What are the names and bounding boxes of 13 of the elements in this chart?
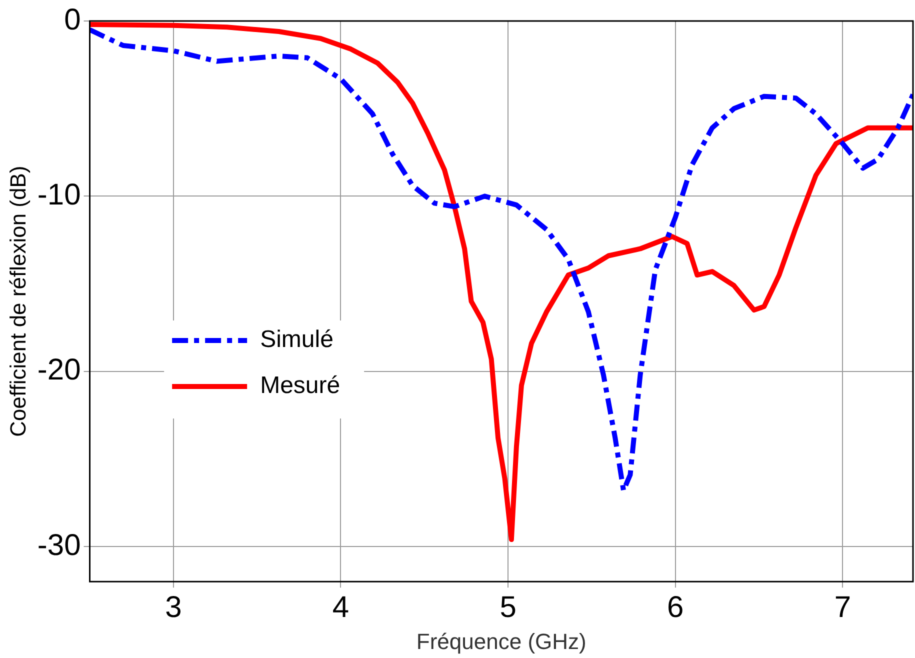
x-tick-label: 4 [332,590,350,624]
y-tick-label: 0 [64,3,81,36]
x-tick-label: 6 [667,590,684,624]
legend-label: Simulé [260,326,334,354]
x-tick-label: 5 [500,590,516,624]
y-tick-label: -20 [37,354,81,387]
x-tick-label: 3 [165,590,182,624]
y-tick-label: -30 [37,528,81,562]
x-tick-label: 7 [834,590,852,624]
legend-label: Mesuré [260,372,340,400]
y-tick-label: -10 [37,178,81,212]
y-axis-title: Coefficient de réflexion (dB) [5,166,30,437]
x-axis-title: Fréquence (GHz) [416,628,586,654]
